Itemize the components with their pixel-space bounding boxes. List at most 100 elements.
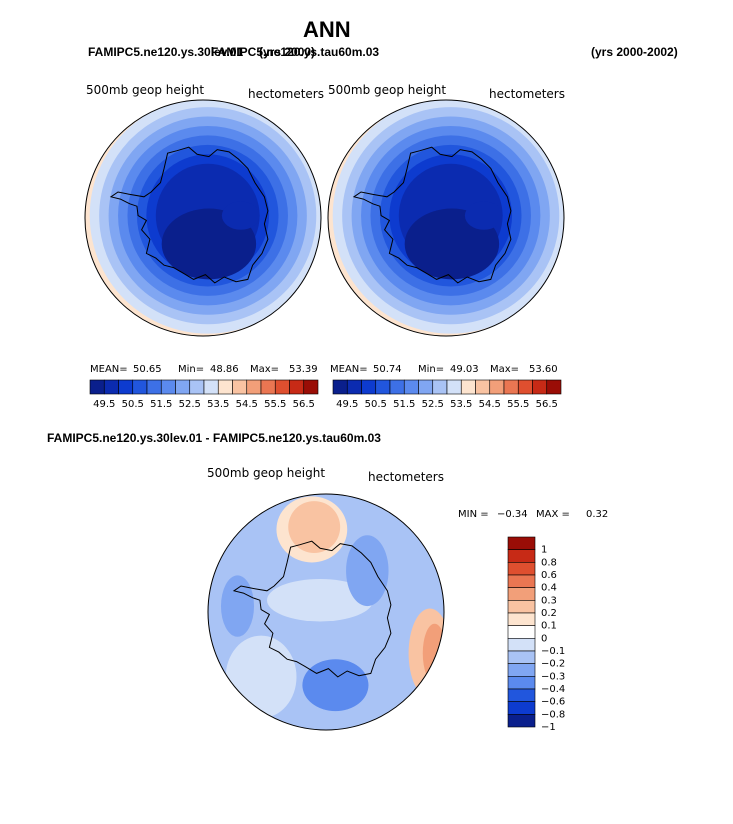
panel2-colorbar-box	[446, 379, 462, 395]
panel2-max-value: 53.60	[529, 364, 558, 375]
panel3-colorbar-box	[507, 612, 536, 626]
panel2-colorbar-box	[346, 379, 362, 395]
panel2-colorbar-box	[418, 379, 434, 395]
panel1-colorbar-box	[146, 379, 162, 395]
panel3-colorbar-box	[507, 600, 536, 614]
left-case-label: FAMIPC5.ne120.ys.30lev.01	[88, 45, 244, 59]
panel1-colorbar-tick: 54.5	[236, 399, 258, 410]
panel1-max-label: Max=	[250, 364, 280, 375]
panel1-colorbar-tick: 49.5	[93, 399, 115, 410]
panel3-colorbar-tick: 0.3	[541, 595, 557, 606]
panel1-colorbar-tick: 50.5	[122, 399, 144, 410]
panel3-colorbar-tick: −0.1	[541, 646, 565, 657]
panel1-colorbar-box	[260, 379, 276, 395]
panel1-colorbar-box	[89, 379, 105, 395]
panel2-variable-label: 500mb geop height	[328, 83, 447, 97]
panel3-min-label: MIN =	[458, 509, 489, 520]
panel3-colorbar-box	[507, 587, 536, 601]
panel3-colorbar-box	[507, 714, 536, 728]
panel2-mean-label: MEAN=	[330, 364, 368, 375]
right-case-label: FAMIPC5.ne120.ys.tau60m.03	[211, 45, 380, 59]
panel2-low-secondary	[464, 201, 503, 230]
panel1-mean-value: 50.65	[133, 364, 162, 375]
panel1-colorbar-box	[118, 379, 134, 395]
panel2-colorbar-tick: 56.5	[536, 399, 558, 410]
panel1-min-label: Min=	[178, 364, 205, 375]
panel2-colorbar-box	[546, 379, 562, 395]
panel1-colorbar-box	[274, 379, 290, 395]
panel2-colorbar-box	[332, 379, 348, 395]
panel3-max-value: 0.32	[586, 509, 609, 520]
panel1-colorbar-tick: 56.5	[293, 399, 315, 410]
panel2-colorbar-box	[475, 379, 491, 395]
panel3-positive-band	[288, 501, 341, 553]
panel3-colorbar-tick: −0.3	[541, 671, 565, 682]
panel3-negative-band	[346, 535, 389, 607]
panel2-colorbar-box	[389, 379, 405, 395]
panel2-colorbar-box	[432, 379, 448, 395]
panel1-colorbar-box	[175, 379, 191, 395]
panel2-colorbar-box	[532, 379, 548, 395]
panel3-min-value: −0.34	[497, 509, 528, 520]
panel1-colorbar-box	[246, 379, 262, 395]
panel1-colorbar-tick: 53.5	[207, 399, 229, 410]
panel3-colorbar-box	[507, 701, 536, 715]
panel1-colorbar-box	[289, 379, 305, 395]
panel2-colorbar-box	[403, 379, 419, 395]
panel1-mean-label: MEAN=	[90, 364, 128, 375]
panel2-colorbar-tick: 54.5	[479, 399, 501, 410]
panel3-colorbar-tick: 0.4	[541, 583, 557, 594]
panel2-max-label: Max=	[490, 364, 520, 375]
panel1-colorbar-tick: 51.5	[150, 399, 172, 410]
panel3-map	[208, 494, 444, 730]
panel2-colorbar-box	[375, 379, 391, 395]
panel1-colorbar-box	[189, 379, 205, 395]
panel2-colorbar-tick: 50.5	[365, 399, 387, 410]
panel2-colorbar-tick: 49.5	[336, 399, 358, 410]
panel3-colorbar-tick: 1	[541, 545, 547, 556]
panel3-negative-band	[220, 575, 255, 637]
panel1-colorbar-box	[160, 379, 176, 395]
panel1-max-value: 53.39	[289, 364, 318, 375]
panel3-max-label: MAX =	[536, 509, 570, 520]
panel3-colorbar-tick: 0.6	[541, 570, 557, 581]
panel2-map	[328, 100, 564, 336]
panel1-colorbar-box	[303, 379, 319, 395]
panel2-map-border	[327, 99, 565, 337]
panel3-colorbar-box	[507, 676, 536, 690]
panel3-colorbar-tick: 0.2	[541, 608, 557, 619]
panel2-colorbar-box	[460, 379, 476, 395]
panel1-variable-label: 500mb geop height	[86, 83, 205, 97]
panel1-coastline	[109, 146, 269, 284]
diff-header: FAMIPC5.ne120.ys.30lev.01 - FAMIPC5.ne12…	[47, 431, 381, 445]
panel1-min-value: 48.86	[210, 364, 239, 375]
panel1-low-secondary	[221, 201, 260, 230]
panel3-negative-band	[302, 659, 369, 712]
panel3-colorbar-tick: 0.8	[541, 557, 557, 568]
panel2-colorbar-tick: 53.5	[450, 399, 472, 410]
years-label: (yrs 2000-2002)	[591, 45, 678, 59]
panel1-colorbar-box	[203, 379, 219, 395]
panel3-colorbar-box	[507, 638, 536, 652]
panel1-map-border	[84, 99, 322, 337]
panel3-variable-label: 500mb geop height	[207, 466, 326, 480]
panel1-colorbar-box	[103, 379, 119, 395]
panel2-colorbar-tick: 55.5	[507, 399, 529, 410]
panel2-colorbar-tick: 51.5	[393, 399, 415, 410]
panel3-colorbar-box	[507, 625, 536, 639]
panel1-colorbar-box	[217, 379, 233, 395]
panel1-colorbar-box	[232, 379, 248, 395]
panel1-colorbar-box	[132, 379, 148, 395]
panel2-colorbar-box	[361, 379, 377, 395]
panel3-colorbar-box	[507, 650, 536, 664]
panel3-colorbar-tick: −0.8	[541, 709, 565, 720]
panel3-band	[225, 635, 297, 719]
panel3-colorbar-box	[507, 663, 536, 677]
right-case-years: (yrs 2000)	[259, 45, 316, 59]
panel3-colorbar-tick: −0.4	[541, 684, 565, 695]
panel3-colorbar-box	[507, 574, 536, 588]
panel3-units-label: hectometers	[368, 470, 444, 484]
panel2-coastline	[352, 146, 512, 284]
panel1-colorbar-tick: 52.5	[179, 399, 201, 410]
panel2-min-label: Min=	[418, 364, 445, 375]
